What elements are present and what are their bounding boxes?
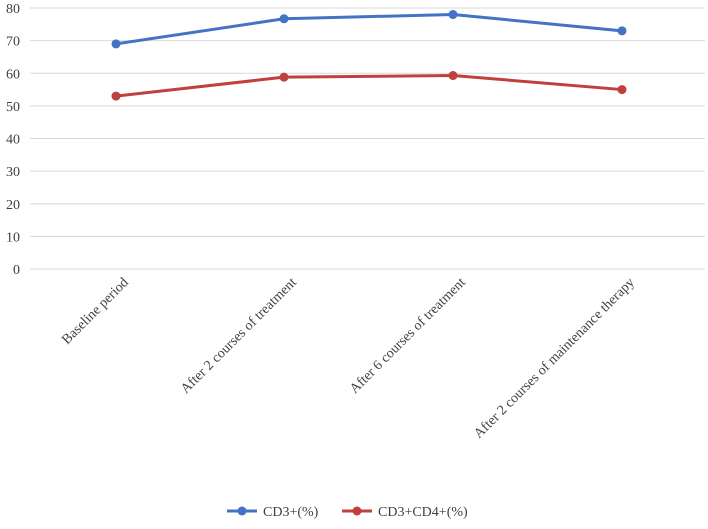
y-tick-label: 30 — [6, 165, 20, 180]
legend-item: CD3+(%) — [227, 505, 319, 520]
series-lines — [111, 10, 627, 101]
legend-swatch-marker — [352, 506, 362, 516]
y-tick-label: 40 — [6, 133, 20, 148]
data-point — [448, 71, 458, 81]
series-line — [114, 74, 624, 98]
series-line — [114, 13, 624, 46]
x-category-label: Baseline period — [59, 275, 131, 347]
legend-item: CD3+CD4+(%) — [342, 505, 468, 520]
y-tick-label: 50 — [6, 100, 20, 115]
x-category-label: After 2 courses of maintenance therapy — [471, 275, 637, 441]
y-tick-label: 20 — [6, 198, 20, 213]
legend-label: CD3+CD4+(%) — [378, 505, 468, 520]
data-point — [111, 39, 121, 49]
data-point — [617, 85, 627, 95]
legend-label: CD3+(%) — [263, 505, 319, 520]
data-point — [111, 91, 121, 101]
y-tick-label: 0 — [13, 263, 20, 278]
series-2 — [111, 71, 627, 101]
data-point — [279, 72, 289, 82]
gridlines — [30, 7, 705, 270]
data-point — [448, 10, 458, 20]
data-point — [617, 26, 627, 36]
data-point — [279, 14, 289, 24]
y-tick-label: 80 — [6, 2, 20, 17]
y-tick-label: 70 — [6, 35, 20, 50]
y-tick-label: 10 — [6, 230, 20, 245]
x-axis-category-labels: Baseline period After 2 courses of treatm… — [59, 275, 637, 442]
x-category-label: After 2 courses of treatment — [178, 275, 300, 397]
y-tick-label: 60 — [6, 67, 20, 82]
x-category-label: After 6 courses of treatment — [347, 275, 469, 397]
y-axis-ticks: 0 10 20 30 40 50 60 70 80 — [6, 2, 20, 278]
series-1 — [111, 10, 627, 49]
legend-swatch-marker — [237, 506, 247, 516]
legend: CD3+(%) CD3+CD4+(%) — [227, 505, 468, 520]
